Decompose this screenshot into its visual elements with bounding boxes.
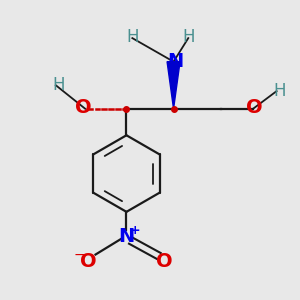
Text: H: H (126, 28, 139, 46)
Text: O: O (80, 252, 97, 272)
Text: O: O (75, 98, 92, 117)
Polygon shape (167, 62, 180, 109)
Text: H: H (182, 28, 194, 46)
Text: H: H (273, 82, 286, 100)
Text: H: H (52, 76, 65, 94)
Text: −: − (74, 248, 85, 262)
Text: +: + (129, 224, 140, 237)
Text: N: N (167, 52, 183, 71)
Text: O: O (246, 98, 263, 117)
Text: N: N (118, 227, 135, 246)
Text: O: O (156, 252, 173, 272)
